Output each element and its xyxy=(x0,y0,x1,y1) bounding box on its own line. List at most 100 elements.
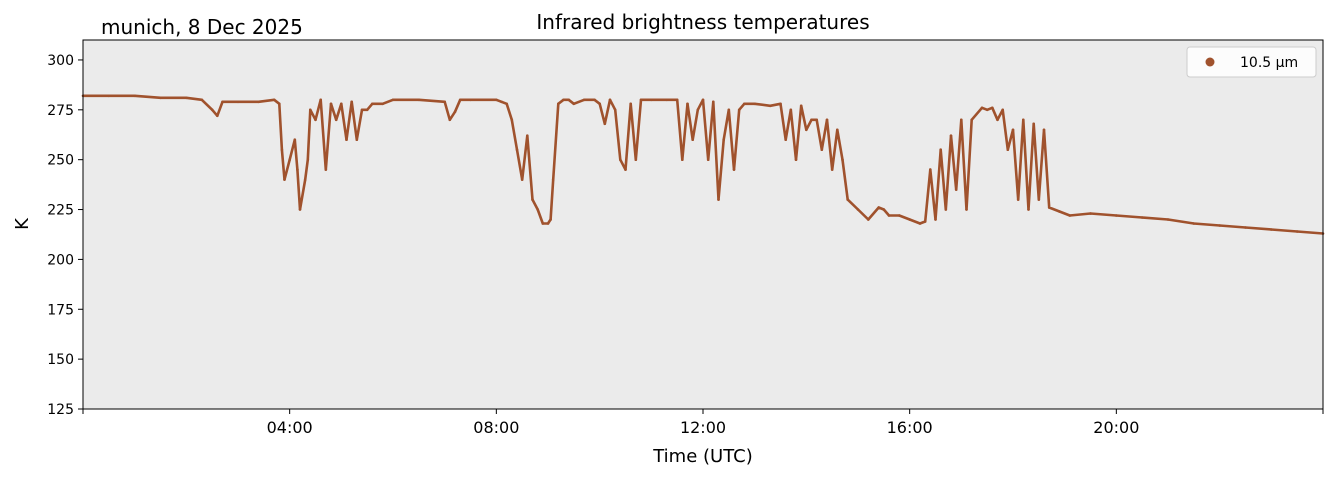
data-point xyxy=(567,98,570,102)
y-tick-label: 125 xyxy=(47,402,74,418)
data-point xyxy=(624,168,627,171)
data-point xyxy=(675,98,679,102)
data-point xyxy=(810,118,813,122)
data-point xyxy=(815,118,818,122)
data-point xyxy=(495,98,498,102)
x-tick-label: 08:00 xyxy=(473,418,519,437)
data-point xyxy=(1089,212,1092,215)
data-point xyxy=(546,222,550,225)
data-point xyxy=(1042,128,1046,132)
data-point xyxy=(551,178,555,181)
data-point xyxy=(737,108,741,112)
data-point xyxy=(531,198,534,201)
data-point xyxy=(236,100,240,104)
data-point xyxy=(1047,206,1051,209)
data-point xyxy=(340,102,343,106)
data-point xyxy=(324,168,328,171)
series-layer xyxy=(81,94,1325,235)
data-point xyxy=(381,102,385,106)
data-point xyxy=(319,98,323,102)
data-point xyxy=(954,188,958,191)
legend-label: 10.5 µm xyxy=(1240,55,1298,71)
data-point xyxy=(107,94,111,98)
data-point xyxy=(768,104,772,108)
data-point xyxy=(453,110,457,114)
data-point xyxy=(500,100,503,104)
data-point xyxy=(309,108,312,112)
data-point xyxy=(613,108,617,112)
data-point xyxy=(1027,208,1030,211)
data-point xyxy=(257,100,261,104)
legend-box xyxy=(1186,46,1317,78)
y-tick-label: 300 xyxy=(47,53,74,69)
data-point xyxy=(200,98,204,102)
data-point xyxy=(608,98,612,102)
data-point xyxy=(970,118,973,122)
y-tick-label: 200 xyxy=(47,252,74,268)
data-point xyxy=(541,222,545,225)
data-point xyxy=(159,96,162,100)
x-tick-label: 04:00 xyxy=(267,418,313,437)
y-axis: 125 150 175 200 225 250 275 300 xyxy=(47,53,83,418)
data-point xyxy=(221,100,224,104)
data-point xyxy=(805,128,808,132)
data-point xyxy=(706,158,710,161)
data-point xyxy=(841,158,844,161)
data-point xyxy=(306,158,310,161)
data-point xyxy=(918,222,922,225)
data-point xyxy=(1295,230,1299,233)
data-point xyxy=(443,100,447,104)
data-point xyxy=(536,208,539,211)
data-point xyxy=(526,134,529,137)
data-point xyxy=(991,106,994,110)
data-point xyxy=(732,168,736,171)
data-point xyxy=(887,214,891,217)
data-point xyxy=(722,138,725,141)
data-point xyxy=(681,158,684,161)
data-point xyxy=(960,118,963,122)
y-axis-label: K xyxy=(12,217,33,230)
data-point xyxy=(603,122,607,126)
chart-title: Infrared brightness temperatures xyxy=(536,10,869,34)
data-point xyxy=(650,98,653,102)
x-axis: 04:00 08:00 12:00 16:00 20:00 xyxy=(82,409,1324,437)
data-point xyxy=(799,104,803,108)
data-point xyxy=(691,138,694,141)
data-point xyxy=(701,98,705,102)
data-point xyxy=(572,102,576,106)
data-point xyxy=(1115,214,1118,217)
data-point xyxy=(882,208,886,211)
data-point xyxy=(634,158,638,161)
data-point xyxy=(448,118,452,122)
data-point xyxy=(949,134,953,137)
x-tick-label: 12:00 xyxy=(680,418,726,437)
data-point xyxy=(296,168,299,171)
data-point xyxy=(355,138,359,141)
legend-marker xyxy=(1205,57,1215,67)
data-point xyxy=(619,158,622,161)
data-point xyxy=(1006,148,1010,151)
plot-area xyxy=(83,40,1323,409)
data-point xyxy=(784,138,787,141)
data-point xyxy=(867,218,870,221)
data-point xyxy=(898,214,901,217)
data-point xyxy=(345,138,348,141)
y-tick-label: 225 xyxy=(47,203,74,219)
data-point xyxy=(639,98,643,102)
y-tick-label: 175 xyxy=(47,302,74,318)
data-point xyxy=(520,178,524,181)
data-point xyxy=(371,102,374,106)
data-point xyxy=(877,206,880,209)
data-point xyxy=(794,158,798,161)
y-tick-label: 275 xyxy=(47,103,74,119)
data-point xyxy=(515,148,519,151)
data-point xyxy=(846,198,849,201)
data-point xyxy=(458,98,462,102)
data-point xyxy=(391,98,395,102)
y-tick-label: 250 xyxy=(47,153,74,169)
data-point xyxy=(629,102,632,106)
data-point xyxy=(505,102,509,106)
data-point xyxy=(908,218,911,221)
data-point xyxy=(278,102,281,106)
data-point xyxy=(836,128,839,132)
